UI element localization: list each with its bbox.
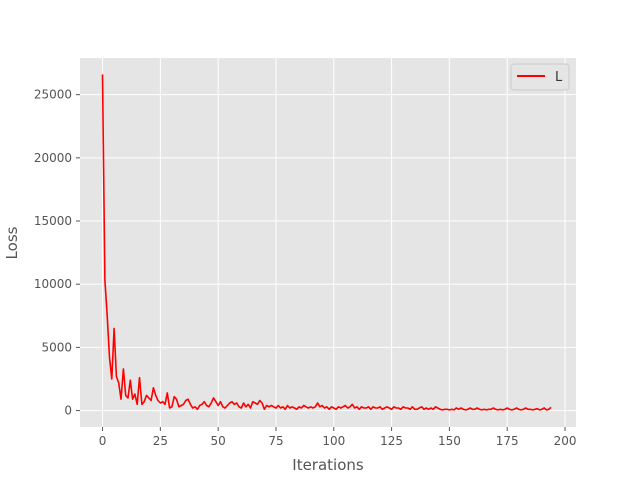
y-tick-label: 10000 bbox=[34, 277, 72, 291]
x-tick-label: 125 bbox=[380, 434, 403, 448]
x-tick-label: 100 bbox=[322, 434, 345, 448]
series-line-l bbox=[101, 74, 552, 411]
x-tick-label: 0 bbox=[99, 434, 107, 448]
x-axis-label: Iterations bbox=[292, 456, 364, 474]
legend: L bbox=[510, 63, 570, 91]
x-tick-label: 75 bbox=[268, 434, 283, 448]
x-axis-ticks: 0 25 50 75 100 125 150 175 200 bbox=[99, 427, 577, 448]
x-tick-label: 200 bbox=[554, 434, 577, 448]
y-axis-label: Loss bbox=[3, 226, 21, 259]
x-tick-label: 175 bbox=[496, 434, 519, 448]
y-tick-label: 0 bbox=[64, 404, 72, 418]
y-axis-ticks: 0 5000 10000 15000 20000 25000 bbox=[34, 88, 80, 418]
y-tick-label: 25000 bbox=[34, 88, 72, 102]
plot-area bbox=[80, 58, 576, 427]
x-tick-label: 50 bbox=[211, 434, 226, 448]
legend-entry-l: L bbox=[555, 70, 563, 85]
y-tick-label: 5000 bbox=[41, 340, 72, 354]
series-layer bbox=[101, 74, 552, 411]
y-tick-label: 20000 bbox=[34, 151, 72, 165]
y-tick-label: 15000 bbox=[34, 214, 72, 228]
grid-lines bbox=[80, 58, 576, 427]
x-tick-label: 25 bbox=[153, 434, 168, 448]
x-tick-label: 150 bbox=[438, 434, 461, 448]
